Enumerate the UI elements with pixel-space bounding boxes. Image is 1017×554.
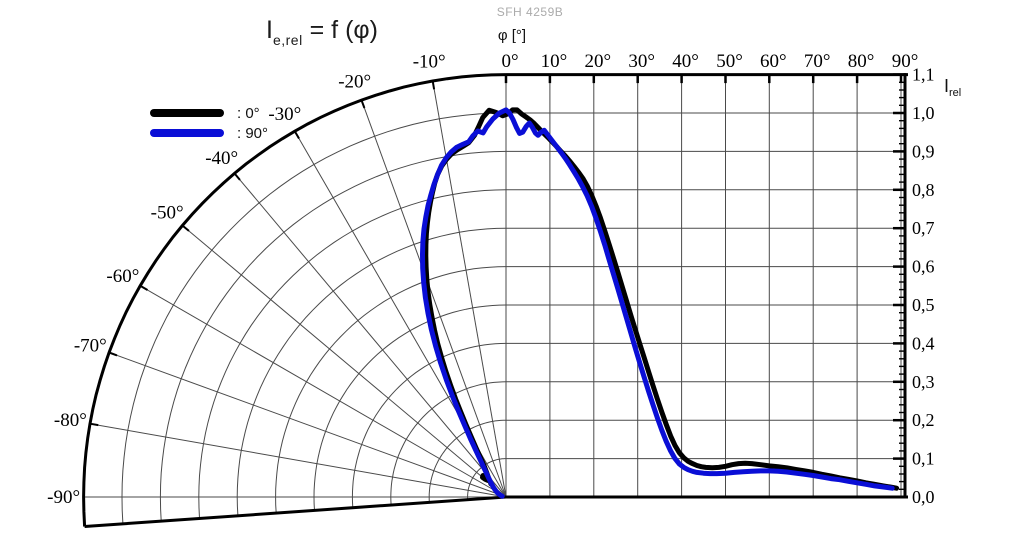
- right-axis-tick-label: 0,9: [912, 141, 935, 161]
- chart-title-main: I: [266, 16, 273, 44]
- curve-90deg: [420, 107, 895, 499]
- chart-title-subscript: e,rel: [272, 32, 303, 48]
- legend-item-0deg: : 0°: [150, 103, 268, 123]
- legend-item-90deg: : 90°: [150, 123, 268, 143]
- grid: [83, 74, 905, 524]
- right-axis-tick-label: 0,8: [912, 180, 935, 200]
- arc-axis-tick-label: -60°: [106, 266, 139, 287]
- arc-axis-tick-label: -90°: [47, 487, 80, 508]
- top-axis-tick-label: 70°: [804, 51, 831, 72]
- legend-swatch-90deg: [150, 129, 224, 137]
- legend-label-0deg: : 0°: [237, 104, 260, 122]
- y-axis-title-main: I: [944, 76, 950, 96]
- y-axis-title-subscript: rel: [949, 87, 962, 99]
- top-axis-tick-label: 50°: [716, 51, 743, 72]
- top-axis-tick-label: 20°: [584, 51, 611, 72]
- right-axis-tick-label: 1,1: [912, 65, 935, 85]
- top-axis-tick-label: 10°: [541, 51, 568, 72]
- axis-tick-labels: 0° 10° 20° 30° 40° 50° 60° 70° 80° 90° -10° -20° -30…: [47, 51, 934, 508]
- top-axis-tick-label: 60°: [760, 51, 787, 72]
- top-axis-tick-label: 0°: [501, 51, 518, 72]
- arc-axis-tick-label: -40°: [205, 148, 238, 169]
- right-axis-tick-label: 0,7: [912, 218, 935, 238]
- chart-title: Ie,rel = f (φ): [266, 16, 378, 48]
- legend-label-90deg: : 90°: [237, 124, 269, 142]
- right-axis-tick-label: 1,0: [912, 103, 935, 123]
- right-axis-tick-label: 0,1: [912, 449, 935, 469]
- arc-axis-tick-label: -20°: [338, 71, 371, 92]
- right-axis-tick-label: 0,5: [912, 295, 935, 315]
- top-axis-tick-label: 40°: [672, 51, 699, 72]
- right-axis-tick-label: 0,3: [912, 372, 935, 392]
- legend-swatch-0deg: [150, 109, 224, 117]
- curves: [420, 107, 900, 499]
- top-axis-tick-label: 30°: [628, 51, 655, 72]
- y-axis-title: Irel: [944, 76, 961, 99]
- arc-axis-tick-label: -30°: [268, 104, 301, 125]
- arc-axis-tick-label: -80°: [54, 410, 87, 431]
- legend: : 0° : 90°: [150, 103, 268, 143]
- x-axis-title: φ [°]: [497, 27, 527, 44]
- chart-title-rest: = f (φ): [302, 16, 378, 44]
- arc-axis-tick-label: -10°: [413, 51, 446, 72]
- axis-ticks: [89, 73, 906, 499]
- top-axis-tick-label: 90°: [892, 51, 919, 72]
- device-watermark: SFH 4259B: [496, 5, 564, 19]
- right-axis-tick-label: 0,6: [912, 257, 935, 277]
- right-axis-tick-label: 0,2: [912, 410, 935, 430]
- top-axis-tick-label: 80°: [848, 51, 875, 72]
- right-axis-tick-label: 0,4: [912, 333, 935, 353]
- arc-axis-tick-label: -70°: [74, 336, 107, 357]
- right-axis-tick-label: 0,0: [912, 487, 935, 507]
- arc-axis-tick-label: -50°: [151, 203, 184, 224]
